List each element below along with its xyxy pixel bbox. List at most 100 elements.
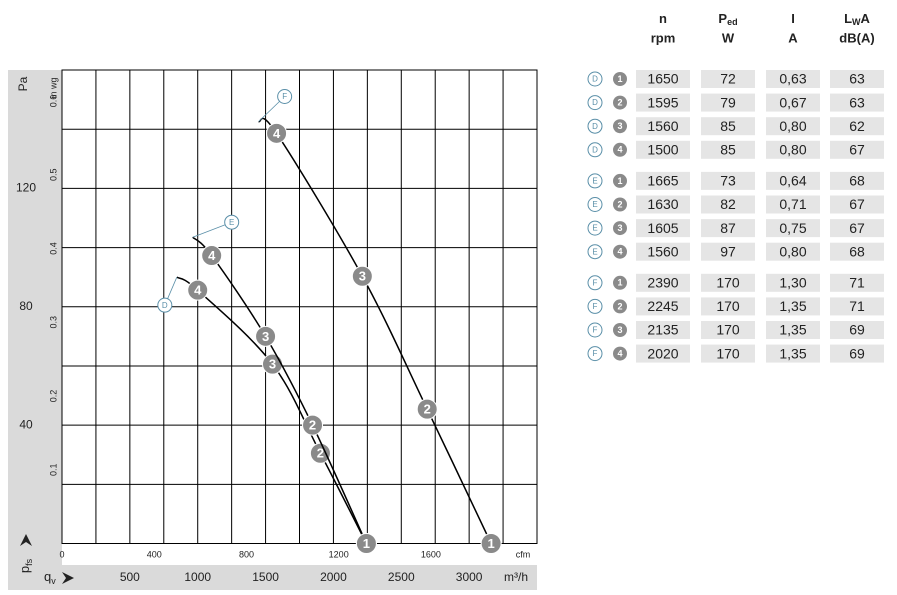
table-cell	[636, 344, 690, 363]
y2-label: in wg	[48, 77, 58, 98]
point-badge	[613, 119, 627, 134]
table-value: 85	[720, 142, 736, 158]
table-cell	[766, 344, 820, 363]
point-badge	[613, 299, 627, 314]
table-value: 1,35	[779, 322, 806, 338]
table-cell	[636, 195, 690, 214]
x-symbol-main: q	[44, 569, 51, 584]
table-value: 0,67	[779, 94, 806, 110]
table-value: 0,80	[779, 243, 806, 259]
point-badge-label: 1	[617, 74, 622, 84]
header-main: P	[718, 11, 727, 26]
point-badge-label: 1	[617, 176, 622, 186]
table-cell	[766, 140, 820, 159]
point-badge	[613, 197, 627, 212]
x-symbol: qv	[44, 569, 56, 586]
table-value: 2135	[647, 322, 678, 338]
x-label: m³/h	[504, 570, 528, 584]
header-main: n	[659, 11, 667, 26]
table-value: 0,80	[779, 142, 806, 158]
column-unit: W	[722, 30, 735, 45]
curve-badge	[587, 95, 603, 111]
curve-badge-label: E	[592, 247, 597, 256]
table-value: 0,80	[779, 118, 806, 134]
point-badge	[613, 221, 627, 236]
table-cell	[766, 171, 820, 190]
curve-tag	[157, 297, 173, 313]
y-symbol: pfs	[17, 558, 34, 573]
point-badge	[613, 142, 627, 157]
table-value: 0,64	[779, 173, 806, 189]
operating-point	[201, 245, 223, 267]
point-badge	[613, 72, 627, 86]
table-cell	[766, 297, 820, 316]
point-badge-label: 1	[617, 278, 622, 288]
table-cell	[636, 70, 690, 88]
curve-badge	[587, 244, 603, 260]
column-unit: A	[788, 30, 798, 45]
curve-tag-label: F	[282, 92, 287, 101]
table-cell	[830, 171, 884, 190]
table-value: 1595	[647, 94, 678, 110]
column-header: Ped	[718, 11, 737, 27]
point-badge	[613, 275, 627, 290]
y-tick-label: 80	[19, 299, 33, 313]
curve-tag-label: E	[229, 218, 234, 227]
table-value: 170	[716, 322, 740, 338]
operating-point-label: 4	[273, 126, 281, 141]
table-value: 67	[849, 142, 865, 158]
table-value: 1650	[647, 71, 678, 87]
operating-point	[480, 533, 502, 554]
table-cell	[830, 321, 884, 339]
x-symbol-sub: v	[51, 576, 56, 586]
operating-point-label: 2	[424, 402, 431, 417]
y2-tick-label: 0.4	[48, 242, 58, 255]
table-cell	[766, 117, 820, 136]
curve-badge	[587, 71, 603, 87]
operating-point	[187, 279, 209, 301]
y-arrow	[20, 534, 32, 546]
header-main: I	[791, 11, 795, 26]
table-value: 0,71	[779, 196, 806, 212]
table-value: 79	[720, 94, 736, 110]
y2-tick-label: 0.3	[48, 316, 58, 329]
x-arrow	[62, 572, 74, 584]
point-badge-label: 3	[617, 121, 622, 131]
curve-badge	[587, 298, 603, 314]
curve-badge	[587, 142, 603, 158]
point-badge	[613, 346, 627, 361]
table-cell	[766, 273, 820, 292]
point-badge-label: 2	[617, 97, 622, 107]
operating-point-label: 2	[317, 446, 324, 461]
curve-badge	[587, 220, 603, 236]
table-value: 97	[720, 243, 736, 259]
table-cell	[636, 117, 690, 136]
x2-tick-label: 800	[239, 549, 254, 559]
table-cell	[830, 273, 884, 292]
operating-point-label: 3	[262, 329, 269, 344]
x2-tick-label: 400	[147, 549, 162, 559]
table-value: 170	[716, 298, 740, 314]
table-value: 170	[716, 345, 740, 361]
table-cell	[701, 93, 755, 112]
table-value: 63	[849, 71, 865, 87]
table-cell	[701, 242, 755, 261]
table-value: 63	[849, 94, 865, 110]
table-cell	[701, 344, 755, 363]
x-tick-label: 2000	[320, 570, 347, 584]
y-symbol-main: p	[17, 566, 32, 573]
operating-point	[261, 353, 283, 375]
table-value: 71	[849, 275, 865, 291]
table-value: 2245	[647, 298, 678, 314]
y2-tick-label: 0.6	[48, 95, 58, 108]
table-cell	[701, 273, 755, 292]
table-value: 1605	[647, 220, 678, 236]
table-value: 67	[849, 220, 865, 236]
table-cell	[766, 93, 820, 112]
table-cell	[636, 219, 690, 238]
x2-tick-label: 1600	[421, 549, 441, 559]
table-value: 87	[720, 220, 736, 236]
operating-point	[255, 325, 277, 347]
curve-badge	[587, 346, 603, 362]
